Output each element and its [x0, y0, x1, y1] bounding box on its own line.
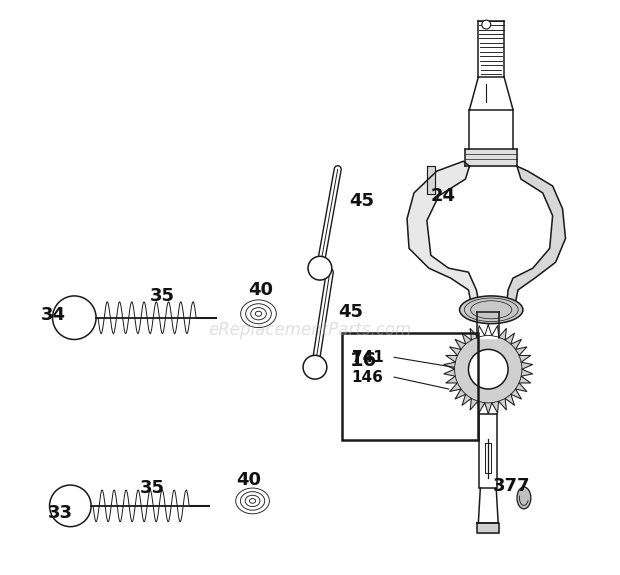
- Bar: [342, 332, 479, 439]
- Circle shape: [303, 355, 327, 379]
- Polygon shape: [427, 166, 435, 194]
- Text: 35: 35: [149, 287, 175, 305]
- Polygon shape: [485, 443, 491, 473]
- Polygon shape: [444, 325, 533, 414]
- Polygon shape: [466, 150, 517, 166]
- Text: 35: 35: [140, 479, 165, 497]
- Polygon shape: [506, 166, 565, 312]
- Text: eReplacementParts.com: eReplacementParts.com: [208, 321, 412, 339]
- Polygon shape: [469, 110, 513, 150]
- Polygon shape: [479, 488, 498, 523]
- Circle shape: [482, 20, 491, 29]
- Text: 40: 40: [249, 281, 273, 299]
- Ellipse shape: [459, 296, 523, 324]
- Polygon shape: [477, 312, 499, 338]
- Polygon shape: [479, 414, 497, 488]
- Text: 45: 45: [338, 303, 363, 321]
- Text: 33: 33: [48, 504, 73, 522]
- Text: 16: 16: [350, 351, 377, 370]
- Text: 146: 146: [352, 370, 383, 385]
- Circle shape: [469, 350, 508, 389]
- Text: 741: 741: [352, 350, 383, 365]
- Text: 45: 45: [350, 192, 374, 210]
- Text: 377: 377: [492, 477, 530, 495]
- Circle shape: [308, 256, 332, 280]
- Text: 40: 40: [236, 471, 261, 489]
- Polygon shape: [477, 523, 499, 532]
- Ellipse shape: [517, 487, 531, 509]
- Text: 34: 34: [41, 306, 66, 324]
- Polygon shape: [469, 77, 513, 110]
- Text: 24: 24: [431, 187, 456, 205]
- Polygon shape: [407, 161, 480, 312]
